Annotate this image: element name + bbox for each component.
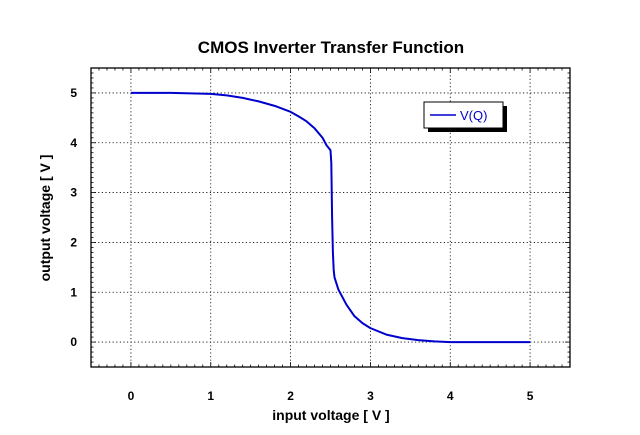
- x-tick-label: 1: [207, 389, 214, 403]
- chart-title: CMOS Inverter Transfer Function: [198, 38, 464, 57]
- series-line-vq: [130, 91, 531, 344]
- y-tick-label: 0: [70, 335, 77, 349]
- y-tick-label: 1: [70, 285, 77, 299]
- y-tick-label: 3: [70, 186, 77, 200]
- x-tick-label: 4: [447, 389, 454, 403]
- x-tick-label: 5: [527, 389, 534, 403]
- legend-label-vq: V(Q): [460, 108, 487, 123]
- y-tick-label: 5: [70, 86, 77, 100]
- axis-ticks: 0 1 2 3 4 5 0 1 2 3 4 5: [70, 67, 571, 403]
- x-tick-label: 0: [128, 389, 135, 403]
- y-axis-label: output voltage [ V ]: [37, 155, 53, 282]
- x-tick-label: 2: [287, 389, 294, 403]
- series-layer: [130, 91, 531, 344]
- y-tick-label: 2: [70, 235, 77, 249]
- x-tick-label: 3: [367, 389, 374, 403]
- x-axis-label: input voltage [ V ]: [272, 407, 389, 423]
- legend: V(Q): [423, 101, 507, 132]
- y-tick-label: 4: [70, 136, 77, 150]
